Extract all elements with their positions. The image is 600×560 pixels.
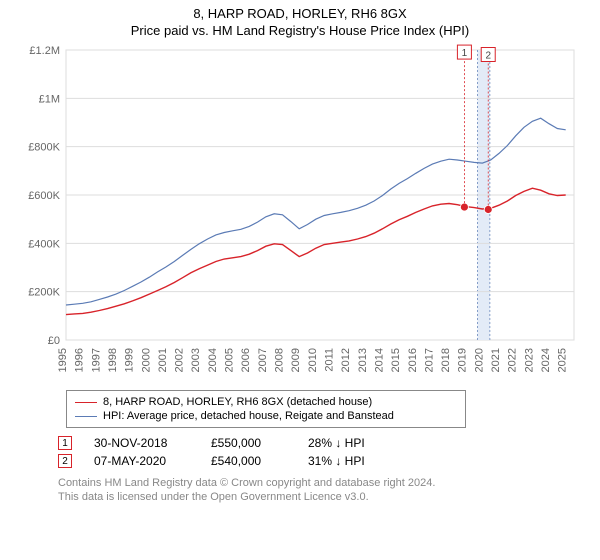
chart-title: 8, HARP ROAD, HORLEY, RH6 8GX (10, 6, 590, 21)
svg-text:2022: 2022 (507, 348, 519, 372)
svg-text:2007: 2007 (257, 348, 269, 372)
svg-text:1995: 1995 (57, 348, 69, 372)
svg-text:2002: 2002 (174, 348, 186, 372)
svg-text:1999: 1999 (124, 348, 136, 372)
svg-text:2012: 2012 (340, 348, 352, 372)
svg-text:2006: 2006 (240, 348, 252, 372)
transaction-date: 30-NOV-2018 (94, 436, 189, 450)
svg-text:2003: 2003 (190, 348, 202, 372)
legend-label: 8, HARP ROAD, HORLEY, RH6 8GX (detached … (103, 396, 372, 408)
svg-text:£400K: £400K (28, 238, 60, 250)
legend-row: 8, HARP ROAD, HORLEY, RH6 8GX (detached … (75, 395, 457, 409)
legend-row: HPI: Average price, detached house, Reig… (75, 409, 457, 423)
svg-text:2008: 2008 (274, 348, 286, 372)
transactions-table: 1 30-NOV-2018 £550,000 28% ↓ HPI 2 07-MAY-202… (58, 434, 590, 470)
price-chart: £0 £200K £400K £600K £800K £1M £1.2M 1995 1996 19… (20, 44, 580, 384)
svg-text:2020: 2020 (473, 348, 485, 372)
svg-text:£200K: £200K (28, 287, 60, 299)
svg-text:2014: 2014 (373, 348, 385, 372)
footer-attribution: Contains HM Land Registry data © Crown c… (58, 476, 590, 505)
legend-swatch (75, 402, 97, 403)
svg-text:1: 1 (462, 48, 468, 59)
svg-text:2: 2 (485, 51, 491, 62)
footer-line-1: Contains HM Land Registry data © Crown c… (58, 476, 590, 490)
transaction-badge: 2 (58, 454, 72, 468)
svg-text:2000: 2000 (140, 348, 152, 372)
svg-text:2010: 2010 (307, 348, 319, 372)
svg-text:2017: 2017 (423, 348, 435, 372)
svg-text:2001: 2001 (157, 348, 169, 372)
legend: 8, HARP ROAD, HORLEY, RH6 8GX (detached … (66, 390, 466, 428)
transaction-row: 2 07-MAY-2020 £540,000 31% ↓ HPI (58, 452, 590, 470)
svg-text:£800K: £800K (28, 142, 60, 154)
svg-text:2024: 2024 (540, 348, 552, 372)
chart-subtitle: Price paid vs. HM Land Registry's House … (10, 23, 590, 38)
svg-text:2011: 2011 (323, 348, 335, 372)
svg-text:1996: 1996 (74, 348, 86, 372)
svg-text:2019: 2019 (457, 348, 469, 372)
transaction-date: 07-MAY-2020 (94, 454, 189, 468)
transaction-price: £540,000 (211, 454, 286, 468)
svg-text:2009: 2009 (290, 348, 302, 372)
transaction-price: £550,000 (211, 436, 286, 450)
svg-text:2016: 2016 (407, 348, 419, 372)
transaction-delta: 28% ↓ HPI (308, 436, 393, 450)
svg-text:2021: 2021 (490, 348, 502, 372)
svg-text:£0: £0 (48, 335, 60, 347)
svg-text:2025: 2025 (557, 348, 569, 372)
svg-text:2023: 2023 (523, 348, 535, 372)
svg-text:2004: 2004 (207, 348, 219, 372)
transaction-row: 1 30-NOV-2018 £550,000 28% ↓ HPI (58, 434, 590, 452)
legend-label: HPI: Average price, detached house, Reig… (103, 410, 394, 422)
svg-text:2018: 2018 (440, 348, 452, 372)
svg-text:£600K: £600K (28, 190, 60, 202)
legend-swatch (75, 416, 97, 417)
transaction-delta: 31% ↓ HPI (308, 454, 393, 468)
svg-text:2005: 2005 (224, 348, 236, 372)
svg-text:1997: 1997 (90, 348, 102, 372)
svg-text:£1.2M: £1.2M (29, 45, 60, 57)
svg-text:1998: 1998 (107, 348, 119, 372)
footer-line-2: This data is licensed under the Open Gov… (58, 490, 590, 504)
svg-text:£1M: £1M (39, 93, 60, 105)
transaction-badge: 1 (58, 436, 72, 450)
svg-text:2015: 2015 (390, 348, 402, 372)
svg-text:2013: 2013 (357, 348, 369, 372)
